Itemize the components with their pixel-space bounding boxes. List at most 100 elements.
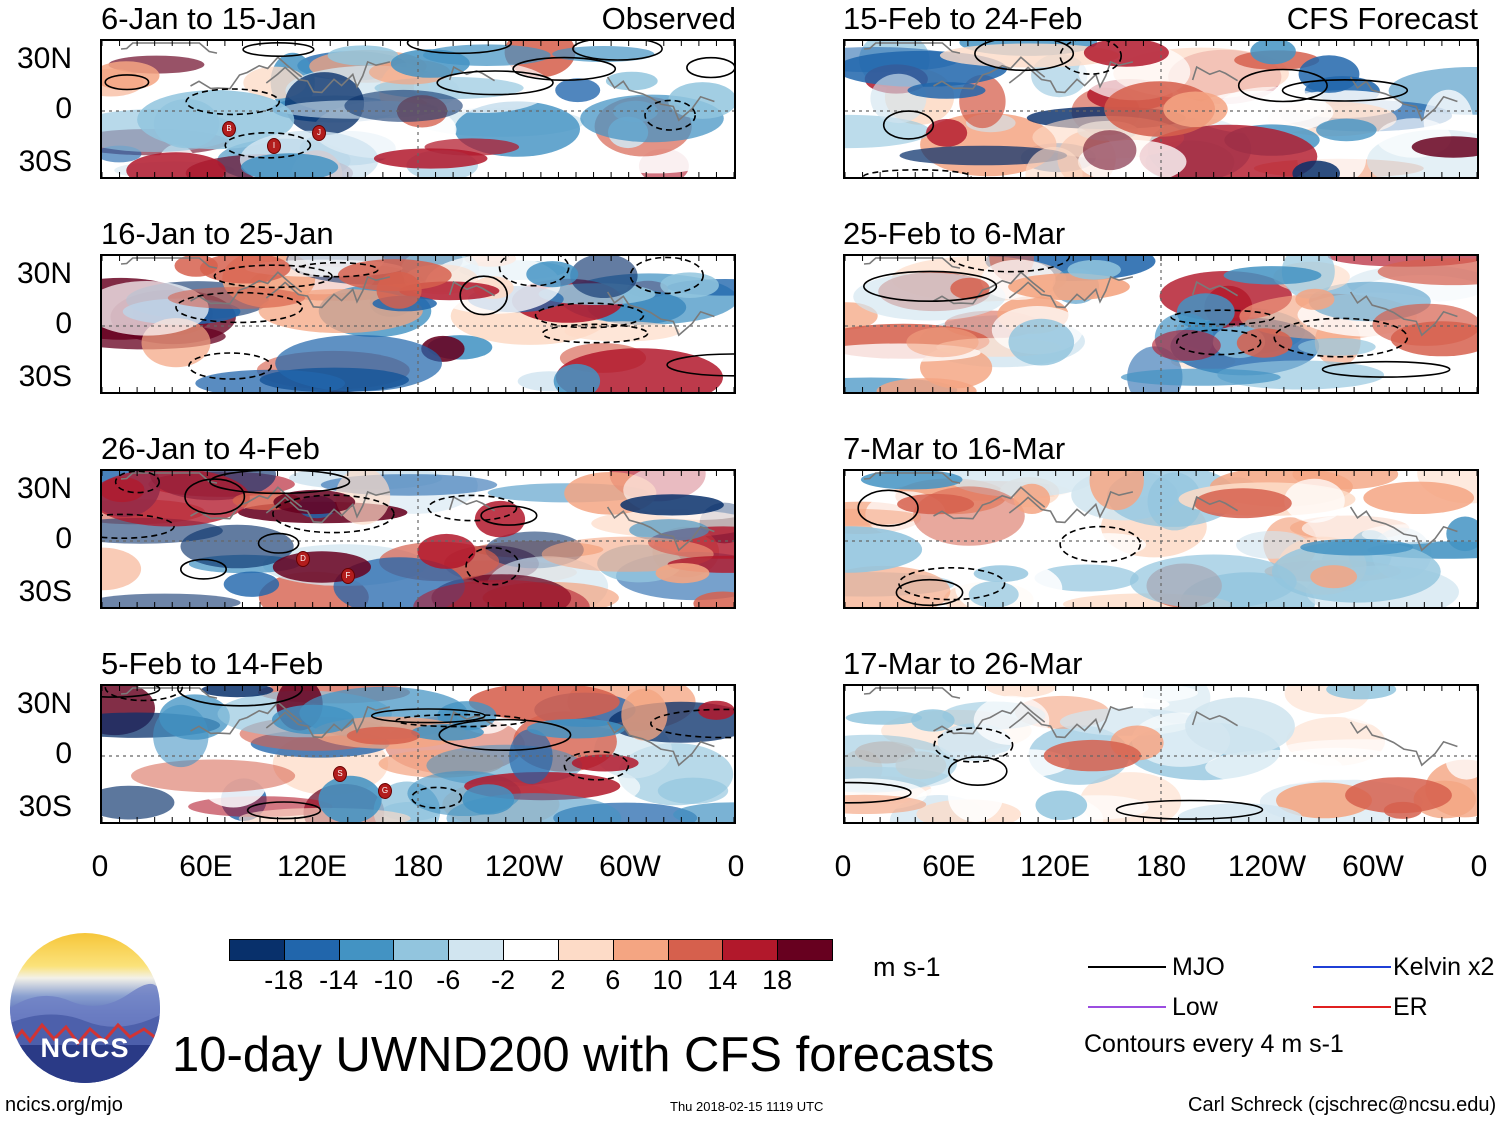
anomaly-core (860, 471, 963, 490)
lon-tick-label: 0 (91, 850, 109, 883)
mjo-contour (209, 471, 351, 495)
colorbar-cell (503, 939, 559, 961)
storm-marker: S (333, 766, 347, 782)
coastline (606, 721, 715, 767)
mjo-contour (295, 261, 379, 278)
mjo-contour (459, 275, 509, 316)
panel-field (845, 41, 1477, 177)
map-panel-1: B I J (100, 39, 736, 179)
anomaly-blob (1129, 554, 1297, 607)
panel-title-1: 6-Jan to 15-Jan (101, 1, 317, 36)
anomaly-blob (845, 734, 957, 793)
legend-kelvin-label: Kelvin x2 (1393, 953, 1495, 981)
map-panel-5 (843, 39, 1479, 179)
anomaly-core (1383, 801, 1422, 819)
anomaly-core (876, 378, 977, 392)
mjo-contour (1237, 68, 1328, 103)
anomaly-blob (102, 109, 238, 152)
anomaly-blob (335, 471, 391, 525)
coastline (120, 687, 218, 699)
legend-er-label: ER (1393, 993, 1428, 1021)
lon-tick-label: 60W (599, 850, 661, 883)
mjo-contour (438, 718, 572, 752)
colorbar-cell (722, 939, 778, 961)
anomaly-blob (1008, 273, 1130, 301)
colorbar-label: -18 (264, 965, 304, 995)
mjo-contour (1281, 79, 1409, 102)
anomaly-core (693, 591, 734, 607)
coastline (265, 60, 391, 94)
anomaly-blob (1437, 715, 1477, 748)
footer-timestamp: Thu 2018-02-15 1119 UTC (670, 1099, 824, 1114)
colorbar-cell (393, 939, 449, 961)
coastline (1008, 60, 1134, 94)
mjo-contour (862, 270, 998, 302)
anomaly-core (1223, 266, 1322, 285)
mjo-contour (650, 708, 734, 739)
panel-field (102, 41, 734, 177)
anomaly-blob (1445, 741, 1477, 780)
colorbar-label: 2 (550, 965, 566, 995)
anomaly-core (201, 686, 274, 698)
anomaly-core (1411, 136, 1477, 158)
anomaly-blob (973, 565, 1029, 582)
mjo-contour (563, 750, 630, 781)
anomaly-core (462, 784, 515, 815)
coastline (863, 257, 961, 269)
anomaly-blob (845, 526, 923, 573)
coastline (1008, 705, 1134, 739)
panel-title-7: 7-Mar to 16-Mar (843, 431, 1066, 466)
lat-tick-label: 30N (16, 42, 72, 75)
mjo-contour (933, 727, 1014, 763)
mjo-contour (411, 786, 463, 809)
colorbar-cell (448, 939, 504, 961)
colorbar-label: -10 (373, 965, 413, 995)
coastline (606, 76, 715, 122)
mjo-contour (436, 70, 554, 96)
anomaly-core (1083, 41, 1169, 67)
lat-tick-label: 30S (18, 360, 72, 393)
anomaly-blob (102, 785, 175, 820)
lat-tick-label: 0 (55, 307, 72, 340)
colorbar-cell (229, 939, 285, 961)
coastline (120, 257, 218, 269)
anomaly-blob (131, 759, 296, 793)
colorbar-label: 18 (762, 965, 793, 995)
mjo-contour (1321, 360, 1451, 378)
colorbar-label: -2 (491, 965, 516, 995)
panel-title-8: 17-Mar to 26-Mar (843, 646, 1083, 681)
legend-kelvin-line (1313, 966, 1391, 968)
coastline (265, 705, 391, 739)
coastline (120, 472, 218, 484)
mjo-contour (644, 99, 697, 131)
panel-field (845, 256, 1477, 392)
anomaly-core (1390, 321, 1477, 357)
mjo-contour (1176, 329, 1262, 356)
anomaly-core (907, 82, 986, 99)
anomaly-blob (555, 78, 601, 103)
lat-tick-label: 30S (18, 790, 72, 823)
panel-field (102, 686, 734, 822)
anomaly-core (660, 272, 719, 298)
anomaly-core (1067, 260, 1121, 280)
panel-field (102, 256, 734, 392)
colorbar-cell (283, 939, 340, 961)
panel-tag-observed: Observed (601, 1, 736, 36)
mjo-contour (1115, 799, 1264, 820)
mjo-contour (950, 256, 1071, 273)
map-panel-2 (100, 254, 736, 394)
footer-site-link[interactable]: ncics.org/mjo (5, 1094, 123, 1116)
anomaly-blob (1377, 258, 1477, 286)
lat-tick-label: 0 (55, 92, 72, 125)
mjo-contour (629, 256, 704, 295)
anomaly-core (950, 277, 990, 300)
anomaly-blob (1071, 533, 1146, 557)
anomaly-blob (1177, 803, 1303, 822)
panel-title-3: 26-Jan to 4-Feb (101, 431, 320, 466)
anomaly-core (272, 551, 371, 583)
anomaly-blob (1271, 540, 1441, 603)
coastline (448, 280, 496, 297)
anomaly-blob (899, 145, 1068, 166)
mjo-contour (572, 41, 663, 61)
